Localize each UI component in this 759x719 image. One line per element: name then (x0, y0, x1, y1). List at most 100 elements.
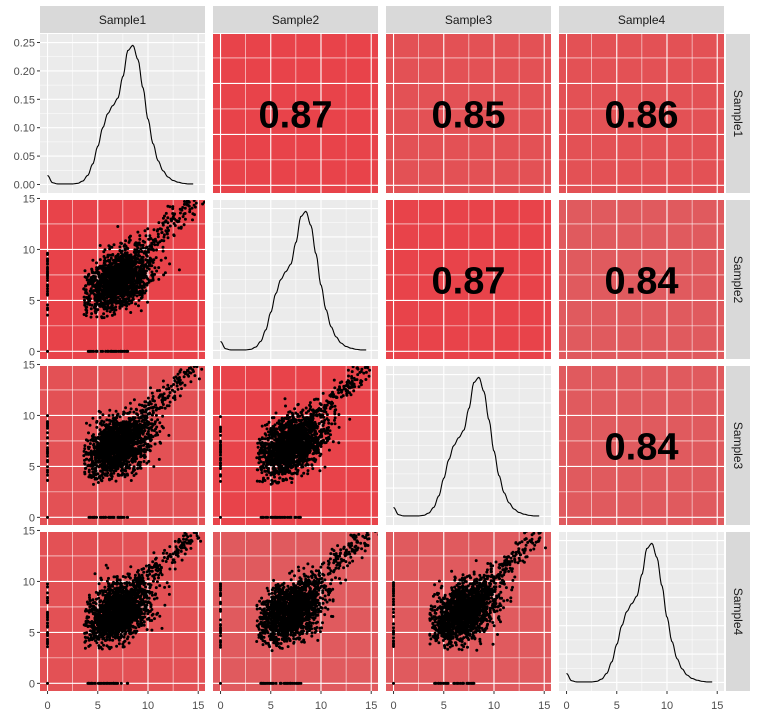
y-tick-label: 0 (29, 678, 35, 690)
y-tick-label: 10 (23, 410, 35, 422)
strip-top-sample3: Sample3 (386, 6, 551, 33)
strip-right-bg (726, 34, 750, 193)
scatter-dots (392, 532, 547, 685)
corr-panel-sample3-sample4-bg (559, 366, 724, 525)
strip-top-sample4: Sample4 (559, 6, 724, 33)
x-tick-label: 5 (441, 700, 447, 712)
scatter-panel-sample3-sample2 (213, 363, 378, 525)
scatter-points (219, 366, 372, 519)
strip-right-sample3: Sample3 (726, 366, 750, 525)
y-tick-label: 0.15 (14, 94, 35, 106)
strip-top-sample1: Sample1 (40, 6, 205, 33)
strip-top-label: Sample2 (272, 13, 320, 27)
scatter-dots (46, 366, 204, 519)
corr-panel-sample2-sample4: 0.84 (559, 197, 724, 359)
x-tick-label: 15 (192, 700, 204, 712)
corr-panel-sample1-sample3: 0.85 (386, 31, 551, 193)
correlation-label: 0.84 (605, 261, 679, 303)
scatter-dots (46, 532, 203, 685)
density-curve (47, 44, 194, 185)
strip-right-bg (726, 200, 750, 359)
y-tick-label: 0.05 (14, 151, 35, 163)
strip-top-label: Sample3 (445, 13, 493, 27)
strip-top-bg (559, 6, 724, 33)
density-curve (566, 542, 713, 683)
scatter-dots (46, 200, 205, 353)
y-tick-label: 10 (23, 244, 35, 256)
x-tick-label: 0 (563, 700, 569, 712)
corr-panel-sample1-sample4-bg (559, 34, 724, 193)
x-tick-label: 10 (661, 700, 673, 712)
correlation-label: 0.86 (605, 95, 679, 137)
correlation-label: 0.87 (259, 95, 333, 137)
strip-right-sample4: Sample4 (726, 532, 750, 691)
correlation-label: 0.84 (605, 427, 679, 469)
strip-top-bg (40, 6, 205, 33)
x-tick-label: 10 (142, 700, 154, 712)
strip-top-label: Sample4 (618, 13, 666, 27)
corr-panel-sample2-sample3-bg (386, 200, 551, 359)
x-tick-label: 10 (488, 700, 500, 712)
y-tick-label: 0 (29, 512, 35, 524)
correlation-label: 0.87 (432, 261, 506, 303)
strip-right-label: Sample4 (731, 588, 745, 636)
corr-panel-sample2-sample3: 0.87 (386, 197, 551, 359)
scatter-panel-sample3-sample1 (40, 363, 205, 525)
scatter-points (392, 532, 547, 685)
y-tick-label: 0.20 (14, 66, 35, 78)
corr-panel-sample1-sample2-bg (213, 34, 378, 193)
y-tick-label: 15 (23, 193, 35, 205)
density-panel-sample4 (559, 532, 724, 691)
strip-top-bg (386, 6, 551, 33)
panels-layer: 0.87 0.85 0.86 0.87 0.84 0.84 (40, 31, 724, 691)
strips-layer: Sample1 Sample2 Sample3 Sample4 Sample1 Sampl… (40, 6, 750, 691)
scatter-dots (219, 532, 378, 685)
y-tick-label: 15 (23, 525, 35, 537)
scatter-points (219, 532, 378, 685)
x-tick-label: 0 (44, 700, 50, 712)
scatter-panel-sample2-sample1 (40, 197, 205, 359)
corr-panel-sample1-sample4: 0.86 (559, 31, 724, 193)
y-tick-label: 0 (29, 346, 35, 358)
x-tick-label: 15 (711, 700, 723, 712)
y-tick-label: 10 (23, 576, 35, 588)
density-curve (393, 376, 540, 517)
corr-panel-sample1-sample2: 0.87 (213, 31, 378, 193)
x-tick-label: 0 (217, 700, 223, 712)
y-tick-label: 0.00 (14, 179, 35, 191)
strip-right-label: Sample1 (731, 90, 745, 138)
density-panel-sample3 (386, 366, 551, 525)
scatter-dots (219, 366, 372, 519)
x-tick-label: 5 (95, 700, 101, 712)
x-tick-label: 0 (390, 700, 396, 712)
strip-right-bg (726, 366, 750, 525)
strip-right-bg (726, 532, 750, 691)
x-tick-label: 15 (365, 700, 377, 712)
strip-right-sample1: Sample1 (726, 34, 750, 193)
x-tick-label: 15 (538, 700, 550, 712)
x-tick-label: 5 (268, 700, 274, 712)
y-tick-label: 5 (29, 627, 35, 639)
density-panel-sample1 (40, 34, 205, 193)
x-tick-label: 5 (614, 700, 620, 712)
scatter-panel-sample4-sample3 (386, 529, 551, 691)
strip-top-bg (213, 6, 378, 33)
y-tick-label: 0.10 (14, 123, 35, 135)
scatter-panel-sample4-sample1 (40, 529, 205, 691)
scatter-points (46, 366, 204, 519)
strip-top-sample2: Sample2 (213, 6, 378, 33)
y-tick-label: 5 (29, 461, 35, 473)
strip-right-label: Sample2 (731, 256, 745, 304)
y-tick-label: 5 (29, 295, 35, 307)
corr-panel-sample3-sample4: 0.84 (559, 363, 724, 525)
strip-right-sample2: Sample2 (726, 200, 750, 359)
scatter-panel-sample4-sample2 (213, 529, 378, 691)
y-tick-label: 15 (23, 359, 35, 371)
corr-panel-sample2-sample4-bg (559, 200, 724, 359)
y-tick-label: 0.25 (14, 38, 35, 50)
correlation-label: 0.85 (432, 95, 506, 137)
density-curve (220, 210, 367, 351)
strip-right-label: Sample3 (731, 422, 745, 470)
scatter-points (46, 532, 203, 685)
